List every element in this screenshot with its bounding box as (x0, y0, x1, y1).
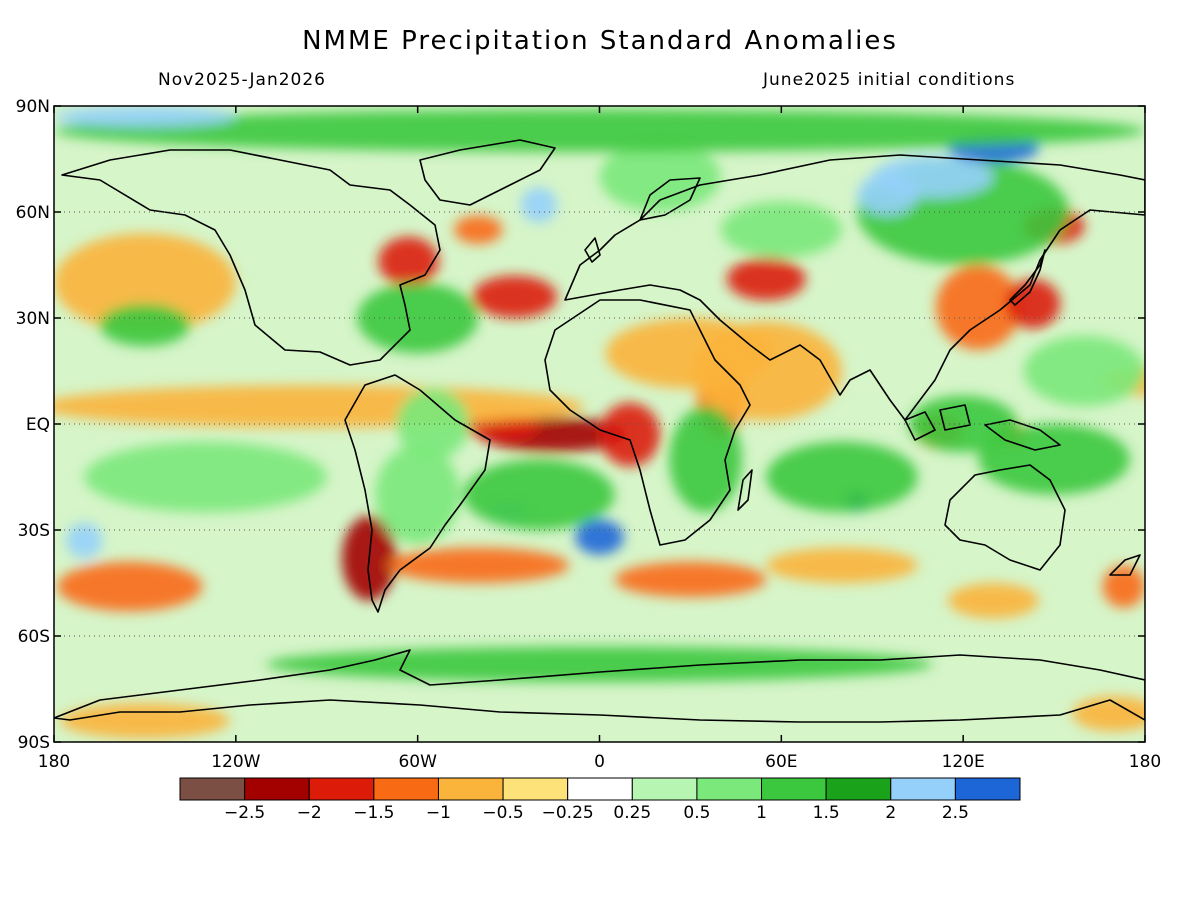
anomaly-region (599, 141, 721, 212)
colorbar-swatch (631, 777, 698, 801)
colorbar-swatch (567, 777, 633, 801)
colorbar-swatch (179, 777, 246, 801)
anomaly-region (57, 561, 203, 612)
lat-tick-label: 90N (16, 97, 50, 117)
anomaly-region (375, 445, 461, 545)
lon-tick-label: 120E (942, 752, 985, 772)
anomaly-region (357, 282, 479, 354)
anomaly-region (54, 233, 236, 333)
lon-tick-label: 120W (211, 752, 260, 772)
colorbar-swatch (308, 777, 375, 801)
anomaly-region (605, 318, 776, 389)
anomaly-region (575, 519, 624, 555)
colorbar-swatch (761, 777, 827, 801)
colorbar-label: −2 (297, 803, 322, 823)
colorbar-label: 1 (756, 803, 767, 823)
valid-period: Nov2025-Jan2026 (158, 70, 326, 90)
colorbar-label: 2.5 (942, 803, 969, 823)
anomaly-region (54, 385, 585, 428)
anomaly-region (520, 187, 558, 223)
gridlines (54, 211, 1145, 637)
colorbar-swatch (437, 777, 504, 801)
colorbar: −2.5 −2 −1.5 −1 −0.5 −0.25 0.25 0.5 1 1.5 2 2.5 (179, 777, 1021, 823)
colorbar-swatch (890, 777, 956, 801)
anomaly-region (766, 441, 918, 513)
map-title: NMME Precipitation Standard Anomalies (302, 26, 898, 56)
anomaly-region (614, 561, 767, 598)
anomaly-region (396, 388, 470, 460)
lon-tick-label: 60E (765, 752, 797, 772)
colorbar-label: −1 (426, 803, 451, 823)
anomaly-region (99, 303, 191, 347)
anomaly-region (1023, 335, 1145, 407)
anomaly-region (1102, 565, 1145, 608)
anomaly-region (948, 583, 1039, 619)
anomaly-region (472, 275, 558, 318)
lon-tick-label: 0 (594, 752, 605, 772)
anomaly-region (266, 646, 933, 682)
anomaly-region (935, 265, 1021, 350)
anomaly-region (54, 106, 236, 128)
anomaly-region (84, 441, 327, 513)
colorbar-swatch (373, 777, 439, 801)
lat-tick-label: 60N (16, 203, 50, 223)
anomaly-region (1072, 696, 1145, 732)
colorbar-swatch (502, 777, 569, 801)
anomaly-region (857, 173, 918, 216)
lat-tick-label: 90S (18, 733, 50, 753)
anomaly-region (387, 547, 570, 583)
anomaly-region (66, 522, 103, 559)
colorbar-label: −1.5 (353, 803, 394, 823)
anomaly-region (669, 406, 742, 513)
colorbar-label: 0.5 (683, 803, 710, 823)
initial-conditions: June2025 initial conditions (763, 70, 1016, 90)
colorbar-swatch (696, 777, 763, 801)
anomaly-region (720, 201, 842, 258)
colorbar-swatch (244, 777, 310, 801)
anomaly-region (463, 459, 615, 530)
lat-tick-label: 30S (18, 521, 50, 541)
lon-tick-label: 60W (398, 752, 437, 772)
anomaly-region (454, 215, 503, 244)
coastlines (54, 139, 1145, 723)
lon-tick-label: 180 (38, 752, 70, 772)
colorbar-swatch (825, 777, 892, 801)
anomaly-region (54, 109, 1145, 152)
colorbar-label: −0.5 (482, 803, 523, 823)
colorbar-label: 0.25 (613, 803, 651, 823)
colorbar-label: 2 (885, 803, 896, 823)
anomaly-region (599, 402, 661, 467)
lat-tick-label: 30N (16, 309, 50, 329)
colorbar-swatch (954, 777, 1021, 801)
anomaly-region (378, 236, 439, 287)
anomaly-region (60, 703, 230, 739)
anomaly-region (726, 257, 806, 301)
colorbar-label: −2.5 (224, 803, 265, 823)
colorbar-label: −0.25 (542, 803, 594, 823)
anomaly-region (978, 424, 1130, 495)
lat-tick-label: 60S (18, 627, 50, 647)
lon-tick-label: 180 (1129, 752, 1161, 772)
anomaly-region (766, 547, 918, 583)
anomaly-region (908, 395, 1018, 453)
colorbar-label: 1.5 (813, 803, 840, 823)
anomaly-fields (54, 106, 1145, 739)
lat-tick-label: EQ (26, 415, 50, 435)
